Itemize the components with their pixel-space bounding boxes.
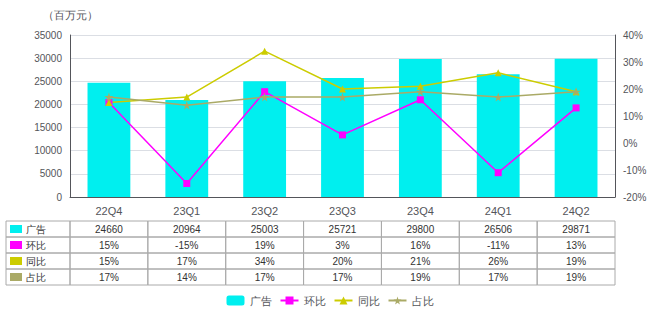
svg-text:10000: 10000 [34,145,62,156]
svg-text:广告: 广告 [250,295,272,307]
svg-text:环比: 环比 [26,240,46,251]
svg-text:15%: 15% [99,240,119,251]
svg-text:-10%: -10% [623,165,646,176]
svg-text:（百万元）: （百万元） [43,9,98,21]
svg-text:同比: 同比 [26,256,46,267]
svg-text:-20%: -20% [623,192,646,203]
svg-text:10%: 10% [623,111,643,122]
svg-text:23Q2: 23Q2 [251,205,278,217]
svg-text:17%: 17% [488,272,508,283]
svg-text:16%: 16% [410,240,430,251]
svg-text:13%: 13% [566,240,586,251]
svg-text:26506: 26506 [484,224,512,235]
svg-text:29871: 29871 [562,224,590,235]
svg-text:25721: 25721 [329,224,357,235]
svg-text:26%: 26% [488,256,508,267]
svg-text:23Q4: 23Q4 [407,205,434,217]
svg-text:19%: 19% [255,240,275,251]
svg-text:17%: 17% [332,272,352,283]
svg-text:15000: 15000 [34,122,62,133]
svg-text:占比: 占比 [26,272,46,283]
svg-text:25000: 25000 [34,76,62,87]
svg-text:19%: 19% [410,272,430,283]
svg-text:20000: 20000 [34,99,62,110]
svg-text:19%: 19% [566,256,586,267]
svg-text:21%: 21% [410,256,430,267]
svg-text:3%: 3% [335,240,350,251]
svg-text:40%: 40% [623,30,643,41]
svg-text:19%: 19% [566,272,586,283]
svg-text:34%: 34% [255,256,275,267]
svg-text:17%: 17% [177,256,197,267]
svg-text:0%: 0% [623,138,638,149]
svg-text:-15%: -15% [175,240,198,251]
svg-text:24Q2: 24Q2 [563,205,590,217]
svg-text:5000: 5000 [40,168,63,179]
svg-text:30000: 30000 [34,53,62,64]
svg-text:-11%: -11% [487,240,510,251]
svg-text:20%: 20% [623,84,643,95]
svg-text:23Q1: 23Q1 [173,205,200,217]
svg-text:20%: 20% [332,256,352,267]
svg-text:占比: 占比 [412,295,434,307]
svg-text:同比: 同比 [358,295,380,307]
svg-text:30%: 30% [623,57,643,68]
svg-text:0: 0 [56,192,62,203]
svg-text:17%: 17% [99,272,119,283]
svg-text:35000: 35000 [34,30,62,41]
svg-text:25003: 25003 [251,224,279,235]
svg-text:24660: 24660 [95,224,123,235]
svg-text:24Q1: 24Q1 [485,205,512,217]
svg-text:广告: 广告 [26,224,46,235]
svg-text:14%: 14% [177,272,197,283]
svg-text:20964: 20964 [173,224,201,235]
svg-text:环比: 环比 [304,295,326,307]
svg-text:15%: 15% [99,256,119,267]
svg-text:17%: 17% [255,272,275,283]
svg-text:29800: 29800 [406,224,434,235]
svg-text:22Q4: 22Q4 [95,205,122,217]
svg-text:23Q3: 23Q3 [329,205,356,217]
